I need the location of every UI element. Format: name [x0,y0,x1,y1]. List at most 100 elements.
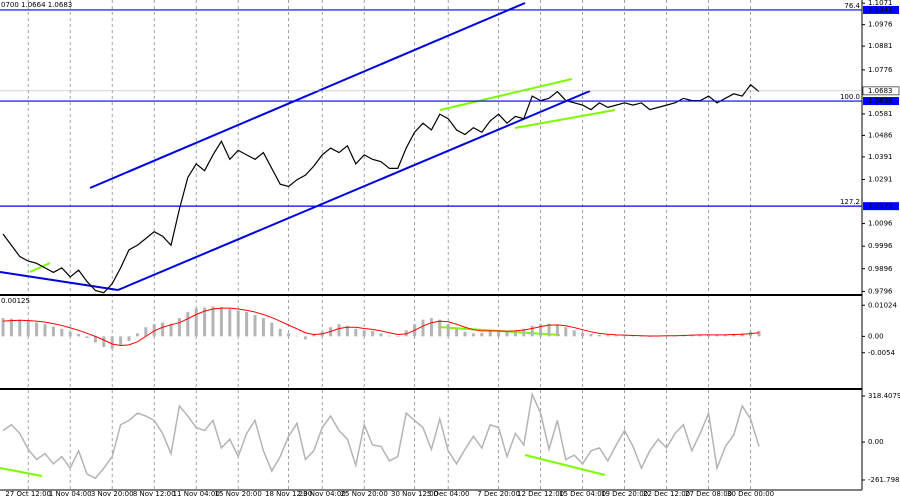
macd-bar [127,336,131,341]
x-tick-label: 15 Dec 04:00 [559,490,606,498]
macd-bar [471,333,475,337]
macd-bar [102,336,106,347]
macd-bar [497,330,501,337]
macd-bar [530,325,534,337]
macd-bar [614,335,618,337]
macd-bar [110,336,114,349]
level-price-box [863,202,899,211]
x-tick-label: 22 Dec 12:00 [643,490,690,498]
y-tick-label: 0.00 [868,438,884,446]
macd-bar [362,330,366,337]
macd-bar [245,312,249,337]
divergence-line [524,454,606,476]
macd-bar [60,328,64,337]
macd-bar [547,323,551,337]
macd-bar [589,333,593,337]
y-tick-label: 0.9996 [868,242,893,250]
x-tick-label: 19 Dec 20:00 [601,490,648,498]
macd-bar [51,326,55,337]
x-tick-label: 25 Nov 20:00 [341,490,388,498]
macd-bar [119,336,123,346]
x-tick-label: 27 Dec 08:00 [685,490,732,498]
macd-bar [261,318,265,337]
macd-bar [312,334,316,337]
macd-bar [707,334,711,337]
macd-bar [85,336,89,338]
macd-bar [581,332,585,337]
y-tick-label: -261.798 [868,476,899,484]
price-header: 0700 1.0664 1.0683 [1,1,72,9]
x-tick-label: 5 Dec 04:00 [427,490,470,498]
x-tick-label: 11 Nov 04:00 [173,490,220,498]
macd-bar [396,336,400,337]
macd-signal-line [2,307,760,346]
macd-bar [35,322,39,337]
y-tick-label: 0.9896 [868,265,893,273]
macd-bar [194,308,198,337]
macd-bar [1,318,5,337]
macd-bar [68,331,72,337]
x-tick-label: 7 Dec 20:00 [477,490,520,498]
y-tick-label: 0.9796 [868,287,893,295]
grid [27,0,751,490]
price-line [2,83,760,294]
macd-bar [522,328,526,337]
macd-bar [555,324,559,337]
macd-bar [345,325,349,337]
macd-bar [211,306,215,337]
macd-bar [723,334,727,337]
macd-bar [455,328,459,337]
macd-bar [18,319,22,337]
y-tick-label: -0.0054 [868,349,896,357]
x-tick-label: 12 Dec 12:00 [517,490,564,498]
macd-bar [43,324,47,337]
macd-bar [488,330,492,337]
level-price-box [863,5,899,14]
macd-bar [186,312,190,337]
macd-bar [77,333,81,337]
macd-bar [26,321,30,337]
macd-bar [757,330,761,337]
macd-bar [597,334,601,337]
macd-header: 0.00125 [1,297,30,305]
macd-bar [152,324,156,337]
macd-bar [698,334,702,337]
x-tick-label: 27 Oct 12:00 [5,490,51,498]
x-tick-label: 3 Nov 20:00 [91,490,134,498]
macd-bar [513,330,517,337]
level-price-label: 1.0173 [868,202,893,210]
x-tick-label: 30 Dec 00:00 [727,490,774,498]
macd-bar [446,324,450,337]
level-price-label: 1.0638 [868,97,893,105]
macd-bar [287,333,291,337]
fib-level-name: 76.4 [844,2,860,10]
macd-bar [715,334,719,337]
macd-bar [278,328,282,337]
macd-bar [203,307,207,337]
macd-bar [648,336,652,337]
macd-bar [219,307,223,337]
y-tick-label: 1.0291 [868,175,893,183]
macd-bar [144,327,148,337]
macd-bar [740,333,744,337]
macd-bar [93,336,97,343]
y-tick-label: 0.00 [868,332,884,340]
y-tick-label: 1.0486 [868,131,893,139]
y-tick-label: 1.0581 [868,110,893,118]
x-tick-label: 23 Nov 04:00 [299,490,346,498]
level-price-box [863,97,899,106]
macd-bar [161,322,165,337]
current-price-label: 1.0683 [868,87,893,95]
macd-bar [421,319,425,337]
macd-bar [429,318,433,337]
x-tick-label: 1 Nov 04:00 [49,490,92,498]
macd-bar [371,330,375,337]
macd-bar [9,318,13,337]
divergence-line [0,467,43,477]
macd-bar [354,328,358,337]
y-tick-label: 1.1071 [868,0,893,7]
macd-bar [135,333,139,337]
current-price-box [862,86,900,96]
